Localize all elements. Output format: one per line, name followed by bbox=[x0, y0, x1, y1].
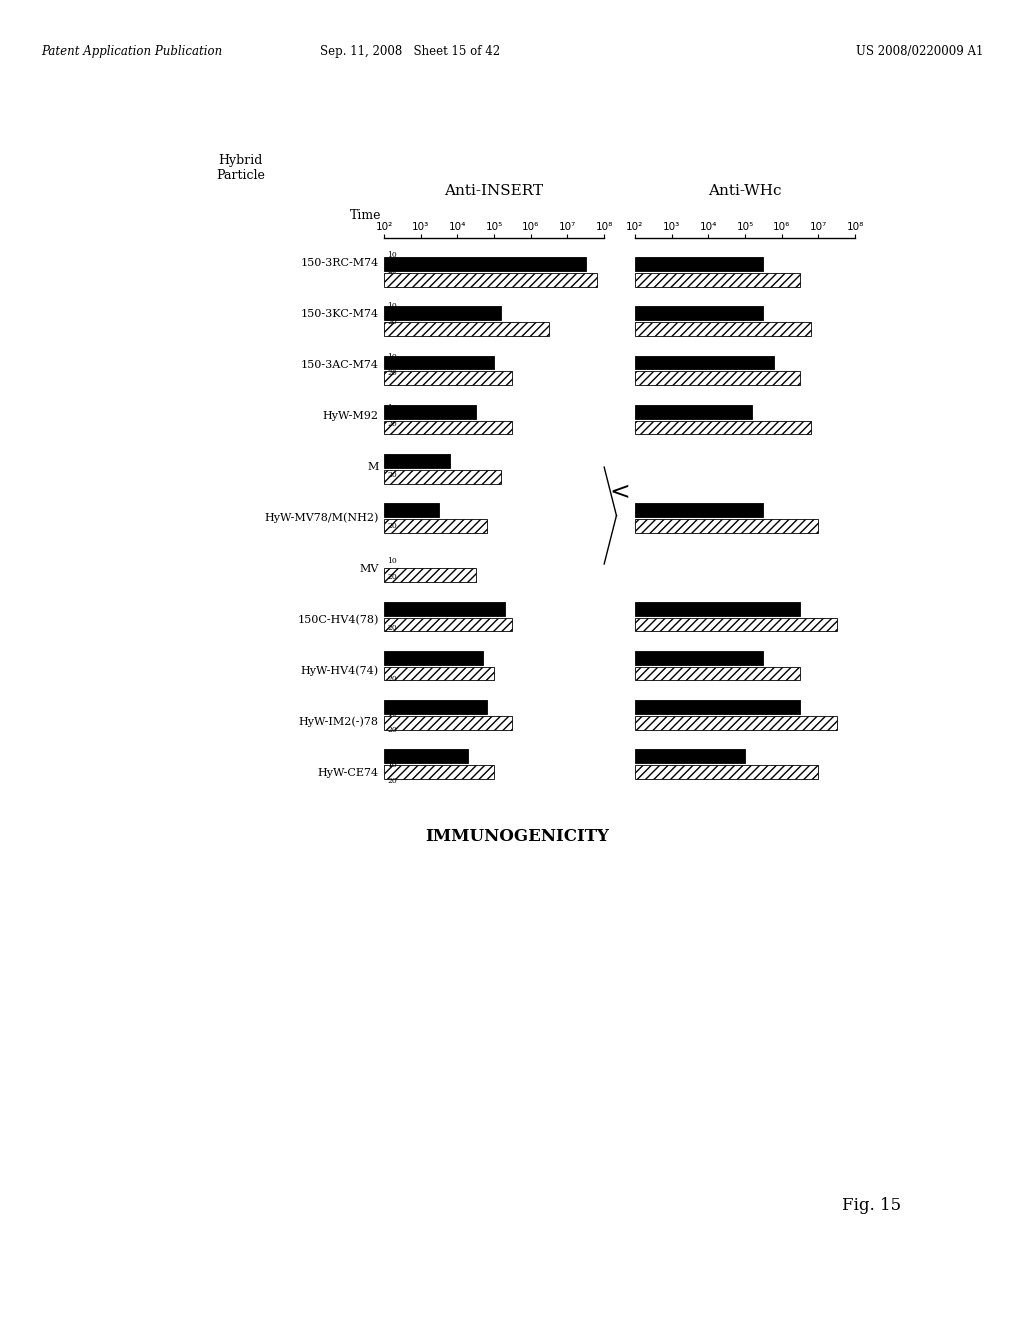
Bar bbox=[635, 667, 800, 681]
Text: 20: 20 bbox=[387, 523, 397, 531]
Text: HyW-HV4(74): HyW-HV4(74) bbox=[301, 665, 379, 676]
Text: 20: 20 bbox=[387, 370, 397, 378]
Bar bbox=[384, 667, 494, 681]
Text: HyW-CE74: HyW-CE74 bbox=[317, 768, 379, 777]
Text: 20: 20 bbox=[387, 318, 397, 326]
Text: 10: 10 bbox=[387, 404, 397, 412]
Text: 20: 20 bbox=[387, 267, 397, 276]
Text: Sep. 11, 2008   Sheet 15 of 42: Sep. 11, 2008 Sheet 15 of 42 bbox=[319, 45, 500, 58]
Bar bbox=[635, 306, 763, 321]
Text: Anti-WHc: Anti-WHc bbox=[709, 183, 781, 198]
Text: 10: 10 bbox=[387, 251, 397, 259]
Bar bbox=[384, 257, 586, 271]
Text: 10: 10 bbox=[387, 506, 397, 513]
Bar bbox=[384, 503, 439, 517]
Text: Time: Time bbox=[349, 209, 381, 222]
Text: Hybrid
Particle: Hybrid Particle bbox=[216, 154, 265, 182]
Text: 20: 20 bbox=[387, 471, 397, 479]
Bar bbox=[635, 421, 811, 434]
Text: HyW-MV78/M(NH2): HyW-MV78/M(NH2) bbox=[264, 512, 379, 524]
Bar bbox=[384, 569, 476, 582]
Bar bbox=[384, 618, 512, 631]
Text: 10: 10 bbox=[387, 609, 397, 616]
Text: Patent Application Publication: Patent Application Publication bbox=[41, 45, 222, 58]
Text: MV: MV bbox=[359, 564, 379, 574]
Bar bbox=[384, 273, 597, 286]
Text: 10: 10 bbox=[387, 352, 397, 360]
Text: 10: 10 bbox=[387, 659, 397, 667]
Text: 20: 20 bbox=[387, 573, 397, 581]
Text: 20: 20 bbox=[387, 777, 397, 785]
Bar bbox=[384, 470, 502, 483]
Bar bbox=[384, 715, 512, 730]
Text: 10: 10 bbox=[387, 455, 397, 463]
Bar bbox=[384, 306, 502, 321]
Text: 150C-HV4(78): 150C-HV4(78) bbox=[298, 615, 379, 626]
Text: M: M bbox=[368, 462, 379, 473]
Text: Anti-INSERT: Anti-INSERT bbox=[444, 183, 544, 198]
Bar bbox=[384, 519, 486, 533]
Bar bbox=[384, 750, 468, 763]
Text: HyW-IM2(-)78: HyW-IM2(-)78 bbox=[299, 717, 379, 727]
Bar bbox=[635, 750, 745, 763]
Bar bbox=[384, 766, 494, 779]
Bar bbox=[635, 519, 818, 533]
Text: <: < bbox=[609, 480, 630, 504]
Bar bbox=[635, 618, 837, 631]
Text: IMMUNOGENICITY: IMMUNOGENICITY bbox=[425, 828, 609, 845]
Text: 150-3RC-M74: 150-3RC-M74 bbox=[301, 259, 379, 268]
Bar bbox=[384, 602, 505, 615]
Text: 20: 20 bbox=[387, 624, 397, 632]
Text: 10: 10 bbox=[387, 302, 397, 310]
Bar bbox=[384, 355, 494, 370]
Bar bbox=[635, 371, 800, 385]
Bar bbox=[384, 322, 549, 337]
Bar bbox=[635, 405, 753, 418]
Bar bbox=[384, 371, 512, 385]
Bar bbox=[384, 421, 512, 434]
Text: US 2008/0220009 A1: US 2008/0220009 A1 bbox=[856, 45, 983, 58]
Bar bbox=[635, 700, 800, 714]
Bar bbox=[635, 715, 837, 730]
Text: 20: 20 bbox=[387, 726, 397, 734]
Text: 150-3AC-M74: 150-3AC-M74 bbox=[301, 360, 379, 370]
Text: 20: 20 bbox=[387, 420, 397, 428]
Bar bbox=[384, 405, 476, 418]
Text: 10: 10 bbox=[387, 710, 397, 718]
Text: HyW-M92: HyW-M92 bbox=[323, 411, 379, 421]
Bar bbox=[635, 273, 800, 286]
Bar bbox=[384, 651, 483, 665]
Text: Fig. 15: Fig. 15 bbox=[842, 1197, 901, 1214]
Bar bbox=[635, 766, 818, 779]
Bar bbox=[635, 257, 763, 271]
Text: 20: 20 bbox=[387, 676, 397, 684]
Bar bbox=[384, 700, 486, 714]
Text: 10: 10 bbox=[387, 760, 397, 770]
Text: 10: 10 bbox=[387, 557, 397, 565]
Bar bbox=[384, 454, 451, 467]
Bar bbox=[635, 602, 800, 615]
Bar bbox=[635, 322, 811, 337]
Bar bbox=[635, 355, 774, 370]
Bar bbox=[635, 651, 763, 665]
Bar bbox=[635, 503, 763, 517]
Text: 150-3KC-M74: 150-3KC-M74 bbox=[301, 309, 379, 319]
